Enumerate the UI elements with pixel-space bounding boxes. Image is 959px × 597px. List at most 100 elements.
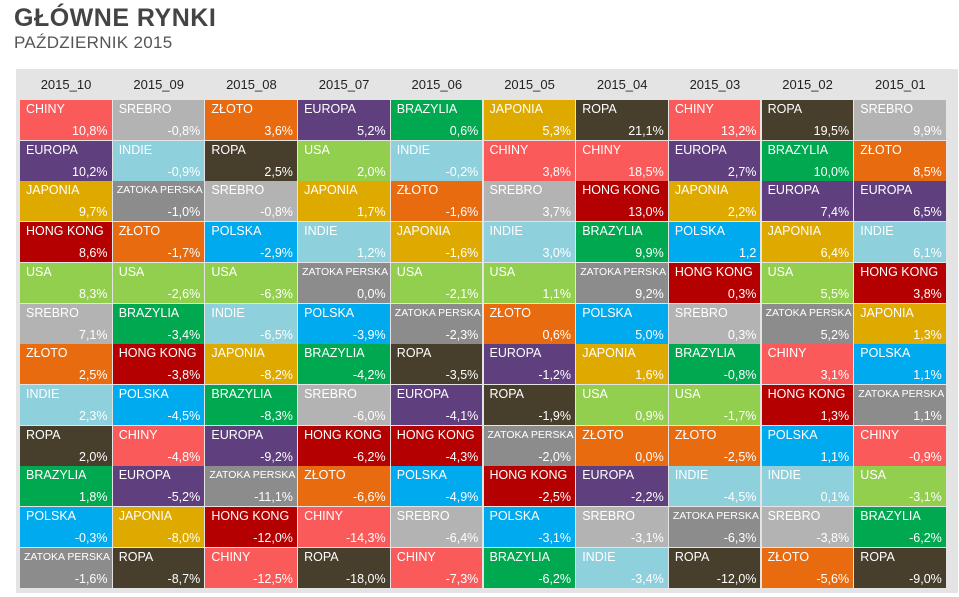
grid-cell: POLSKA -3,1% [483, 507, 575, 547]
market-name: ZATOKA PERSKA [302, 265, 389, 278]
return-value: 19,5% [813, 124, 850, 138]
return-value: -9,0% [909, 571, 942, 586]
return-value: -3,1% [538, 531, 571, 545]
market-name: JAPONIA [396, 224, 451, 239]
market-name: JAPONIA [26, 183, 80, 198]
market-name: SREBRO [860, 102, 914, 116]
market-name: EUROPA [118, 468, 171, 483]
grid-cell: JAPONIA 9,7% [20, 181, 112, 222]
market-name: SREBRO [26, 305, 79, 320]
return-value: 0,3% [727, 327, 757, 342]
return-value: 3,1% [820, 368, 850, 383]
return-value: 6,5% [913, 205, 942, 220]
grid-cell: ROPA -9,0% [854, 547, 946, 588]
return-value: -0,9% [909, 449, 942, 464]
market-name: CHINY [304, 509, 343, 523]
grid-cell: BRAZYLIA 1,8% [20, 466, 112, 507]
market-name: ZŁOTO [674, 427, 717, 442]
market-name: ROPA [582, 102, 617, 116]
market-name: POLSKA [767, 427, 818, 442]
return-value: -4,1% [445, 408, 479, 423]
grid-cell: POLSKA 1,1% [761, 425, 854, 466]
market-name: ZATOKA PERSKA [672, 510, 759, 522]
grid-cell: POLSKA 1,2 [668, 222, 761, 263]
grid-cell: EUROPA -2,2% [576, 466, 668, 507]
grid-cell: POLSKA -0,3% [20, 507, 112, 547]
return-value: -0,9% [167, 164, 201, 179]
return-value: -2,5% [538, 490, 571, 505]
market-name: CHINY [489, 142, 529, 157]
grid-cell: USA 8,3% [20, 262, 112, 303]
market-name: EUROPA [582, 468, 635, 483]
return-value: -8,2% [260, 368, 293, 383]
return-value: 2,3% [79, 408, 108, 423]
return-value: -1,6% [445, 246, 479, 261]
grid-cell: USA 2,0% [298, 140, 390, 181]
market-name: BRAZYLIA [304, 346, 365, 361]
return-value: 9,7% [79, 205, 108, 220]
grid-cell: JAPONIA -8,0% [112, 507, 205, 547]
return-value: -1,6% [74, 571, 108, 586]
grid-cell: INDIE 0,1% [761, 466, 854, 507]
grid-cell: EUROPA 2,7% [668, 140, 761, 181]
grid-cell: ZŁOTO -1,6% [390, 181, 483, 222]
grid-cell: INDIE -4,5% [668, 466, 761, 507]
grid-cell: ZATOKA PERSKA 9,2% [576, 262, 668, 303]
grid-cell: JAPONIA 1,6% [576, 344, 668, 385]
return-value: 3,0% [542, 246, 572, 261]
grid-cell: ZATOKA PERSKA -6,3% [668, 507, 761, 547]
return-value: -2,2% [631, 490, 664, 505]
return-value: 10,2% [72, 164, 108, 179]
market-name: BRAZYLIA [582, 224, 643, 239]
market-name: EUROPA [396, 386, 449, 401]
return-value: -4,5% [167, 408, 201, 423]
grid-cell: SREBRO -3,1% [576, 507, 668, 547]
grid-cell: POLSKA 5,0% [576, 303, 668, 344]
grid-cell: INDIE 1,2% [298, 222, 390, 263]
grid-cell: POLSKA -4,5% [112, 384, 205, 425]
grid-cell: CHINY 18,5% [576, 140, 668, 181]
return-value: -2,9% [260, 246, 293, 261]
return-value: 3,7% [542, 205, 572, 220]
grid-cell: USA 1,1% [483, 262, 575, 303]
return-value: -3,1% [631, 531, 664, 545]
return-value: 5,5% [820, 286, 850, 301]
grid-cell: ZATOKA PERSKA -1,0% [112, 181, 205, 222]
return-value: 2,2% [727, 205, 757, 220]
market-name: JAPONIA [582, 346, 636, 361]
return-value: -8,0% [167, 531, 201, 545]
market-name: USA [860, 468, 886, 483]
column-header: 2015_08 [226, 77, 277, 92]
return-value: 2,5% [79, 368, 108, 383]
grid-cell: HONG KONG -6,2% [298, 425, 390, 466]
column-header: 2015_03 [689, 77, 741, 92]
market-name: BRAZYLIA [118, 305, 180, 320]
grid-cell: CHINY 3,8% [483, 140, 575, 181]
grid-cell: ZŁOTO 0,0% [576, 425, 668, 466]
market-name: BRAZYLIA [767, 142, 829, 157]
market-name: EUROPA [674, 142, 727, 157]
column-header: 2015_07 [318, 77, 370, 92]
market-name: HONG KONG [674, 264, 753, 279]
return-value: 10,0% [813, 164, 850, 179]
column-header: 2015_04 [596, 77, 648, 92]
grid-cell: BRAZYLIA -0,8% [668, 344, 761, 385]
market-name: INDIE [304, 224, 338, 239]
return-value: -0,8% [260, 205, 293, 220]
market-name: HONG KONG [860, 264, 939, 279]
return-value: -1,7% [167, 246, 201, 261]
market-name: POLSKA [118, 386, 169, 401]
return-value: 0,0% [357, 286, 386, 301]
grid-cell: CHINY -12,5% [205, 547, 297, 588]
grid-cell: CHINY 3,1% [761, 344, 854, 385]
return-value: 1,1% [913, 368, 942, 383]
grid-cell: BRAZYLIA -4,2% [298, 344, 390, 385]
market-name: ROPA [674, 549, 710, 564]
grid-cell: BRAZYLIA -6,2% [854, 507, 946, 547]
grid-cell: BRAZYLIA -3,4% [112, 303, 205, 344]
return-value: -5,2% [167, 490, 201, 505]
grid-cell: ZATOKA PERSKA 0,0% [298, 262, 390, 303]
grid-cell: INDIE -0,2% [390, 140, 483, 181]
grid-cell: ROPA -18,0% [298, 547, 390, 588]
return-value: -1,2% [538, 368, 571, 383]
